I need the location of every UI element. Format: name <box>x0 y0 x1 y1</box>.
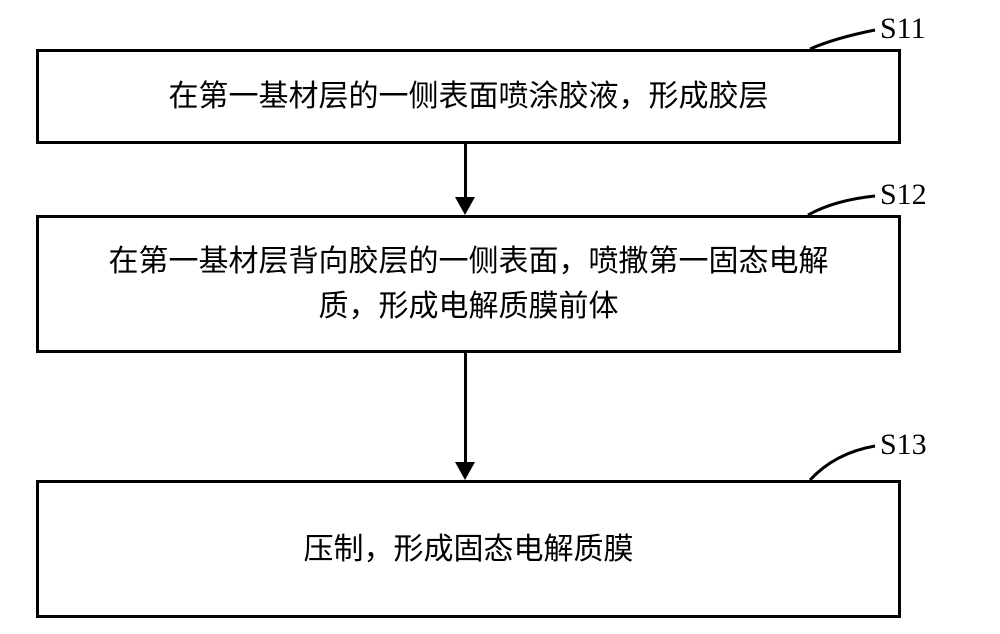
label-s12: S12 <box>880 178 927 212</box>
step-1-text: 在第一基材层的一侧表面喷涂胶液，形成胶层 <box>169 74 769 119</box>
arrow-2-head <box>455 462 475 480</box>
step-3-text: 压制，形成固态电解质膜 <box>304 527 634 572</box>
arrow-2-line <box>464 353 467 462</box>
label-s13: S13 <box>880 428 927 462</box>
label-s11: S11 <box>880 12 926 46</box>
flowchart-canvas: 在第一基材层的一侧表面喷涂胶液，形成胶层 在第一基材层背向胶层的一侧表面，喷撒第… <box>0 0 1000 634</box>
arrow-1-line <box>464 144 467 197</box>
step-box-2: 在第一基材层背向胶层的一侧表面，喷撒第一固态电解 质，形成电解质膜前体 <box>36 215 901 353</box>
step-box-1: 在第一基材层的一侧表面喷涂胶液，形成胶层 <box>36 49 901 144</box>
arrow-1-head <box>455 197 475 215</box>
step-2-line2: 质，形成电解质膜前体 <box>319 290 619 323</box>
step-2-text: 在第一基材层背向胶层的一侧表面，喷撒第一固态电解 质，形成电解质膜前体 <box>109 239 829 329</box>
step-2-line1: 在第一基材层背向胶层的一侧表面，喷撒第一固态电解 <box>109 245 829 278</box>
step-box-3: 压制，形成固态电解质膜 <box>36 480 901 618</box>
